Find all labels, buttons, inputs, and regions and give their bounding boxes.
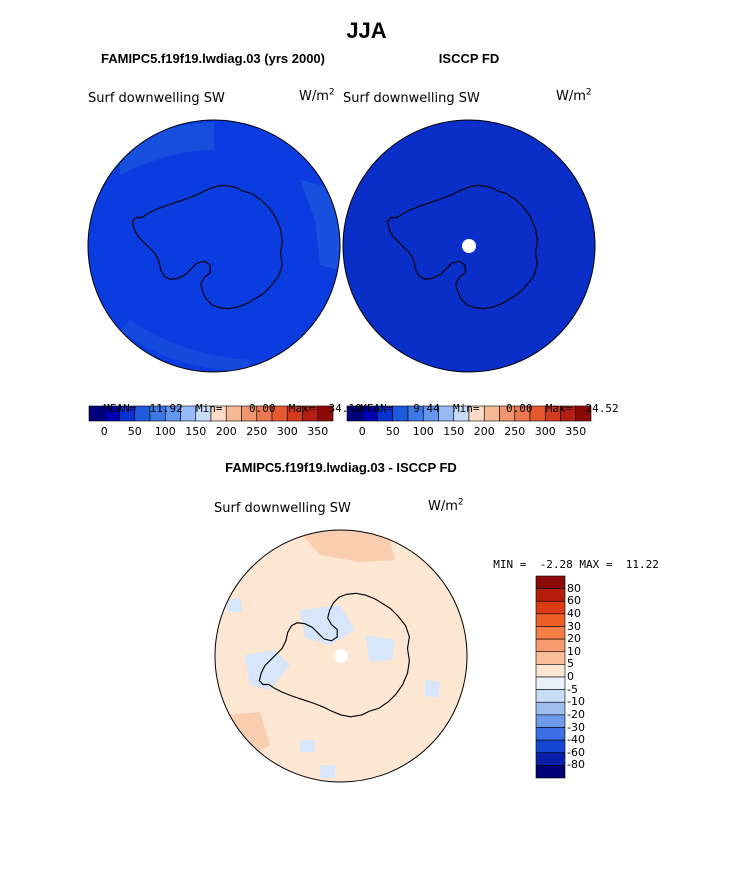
diff-colorbar-swatch [535,626,566,640]
right-colorbar [346,405,592,422]
colorbar-tick-label: 50 [127,425,142,438]
diff-colorbar-swatch [535,613,566,627]
colorbar-tick-label: 150 [185,425,207,438]
colorbar-tick-label: 200 [473,425,495,438]
right-map [342,119,596,373]
diff-colorbar-swatch [535,588,566,602]
left-colorbar-ticks: 0 50 100 150 200 250 300 350 [0,425,733,441]
season-title: JJA [346,18,387,43]
diff-colorbar-swatch [535,575,566,589]
right-units-label: W/m2 [556,87,592,104]
colorbar-tick-label: 350 [307,425,329,438]
colorbar-tick-label: 150 [443,425,465,438]
colorbar-tick-label: 250 [504,425,526,438]
right-stats: MEAN= 9.44 Min= 0.00 Max= 24.52 [360,402,619,415]
left-colorbar [88,405,334,422]
left-units-label: W/m2 [299,87,335,104]
diff-colorbar-swatch [535,689,566,703]
diff-colorbar-swatch [535,765,566,779]
right-panel-title: ISCCP FD [438,51,500,66]
left-map [87,119,341,373]
diff-panel-title: FAMIPC5.f19f19.lwdiag.03 - ISCCP FD [225,460,457,475]
diff-variable-label: Surf downwelling SW [214,501,351,516]
colorbar-tick-label: 0 [358,425,366,438]
colorbar-tick-label: 250 [246,425,268,438]
diff-colorbar-swatch [535,676,566,690]
colorbar-swatch [575,405,592,422]
colorbar-tick-label: 100 [412,425,434,438]
diff-colorbar-swatch [535,651,566,665]
colorbar-tick-label: 50 [385,425,400,438]
left-variable-label: Surf downwelling SW [88,91,225,106]
diff-stats: MIN = -2.28 MAX = 11.22 [493,558,659,571]
right-pole-hole [462,239,476,253]
right-variable-label: Surf downwelling SW [343,91,480,106]
colorbar-tick-label: 300 [534,425,556,438]
left-stats: MEAN= 11.92 Min= 0.00 Max= 34.10 [103,402,362,415]
colorbar-tick-label: 200 [215,425,237,438]
diff-pole-hole [334,649,348,663]
diff-map [214,529,468,783]
diff-colorbar-swatch [535,600,566,615]
diff-units-label: W/m2 [428,497,464,514]
left-panel-title: FAMIPC5.f19f19.lwdiag.03 (yrs 2000) [101,51,325,66]
colorbar-tick-label: 100 [154,425,176,438]
diff-colorbar-swatch [535,638,566,653]
diff-colorbar-swatch [535,727,566,741]
right-colorbar-ticks: 0 50 100 150 200 250 300 350 [0,425,733,441]
diff-colorbar [535,575,566,779]
diff-colorbar-swatch [535,752,566,766]
colorbar-tick-label: 300 [276,425,298,438]
diff-colorbar-swatch [535,664,566,678]
diff-colorbar-swatch [535,739,566,754]
colorbar-tick-label: 350 [565,425,587,438]
colorbar-tick-label: 0 [100,425,108,438]
diff-colorbar-swatch [535,701,566,716]
diff-colorbar-swatch [535,714,566,728]
colorbar-swatch [317,405,334,422]
